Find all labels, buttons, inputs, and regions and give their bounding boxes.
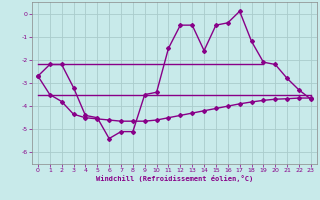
X-axis label: Windchill (Refroidissement éolien,°C): Windchill (Refroidissement éolien,°C) — [96, 175, 253, 182]
